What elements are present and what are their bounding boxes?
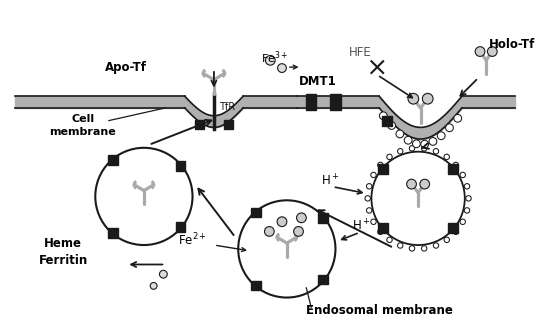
Text: Endosomal membrane: Endosomal membrane [306, 304, 453, 317]
Circle shape [421, 140, 429, 148]
Circle shape [296, 213, 306, 223]
Bar [108, 228, 118, 238]
Text: Holo-Tf: Holo-Tf [489, 38, 535, 51]
Circle shape [487, 47, 497, 56]
Circle shape [464, 184, 470, 189]
Bar [448, 164, 458, 174]
Circle shape [444, 154, 449, 160]
Circle shape [264, 227, 274, 236]
Circle shape [294, 227, 304, 236]
Text: DMT1: DMT1 [299, 75, 337, 89]
Text: TfR: TfR [219, 102, 235, 112]
Circle shape [429, 137, 437, 145]
Circle shape [475, 47, 485, 56]
Circle shape [397, 243, 403, 248]
Text: Cell
membrane: Cell membrane [49, 114, 116, 137]
Circle shape [404, 136, 412, 144]
Circle shape [444, 237, 449, 242]
Bar [251, 280, 261, 290]
Circle shape [406, 179, 416, 189]
Circle shape [95, 148, 192, 245]
Circle shape [453, 162, 459, 168]
Bar [319, 213, 328, 223]
Text: Fe$^{3+}$: Fe$^{3+}$ [261, 50, 289, 66]
Circle shape [420, 179, 430, 189]
Circle shape [278, 64, 286, 72]
Bar [176, 161, 185, 171]
Text: Fe$^{2+}$: Fe$^{2+}$ [178, 232, 207, 249]
Text: Apo-Tf: Apo-Tf [105, 61, 147, 74]
Circle shape [454, 114, 462, 122]
Circle shape [365, 196, 370, 201]
Circle shape [366, 184, 372, 189]
Circle shape [277, 217, 287, 227]
Text: Heme
Ferritin: Heme Ferritin [38, 237, 88, 267]
Circle shape [387, 154, 392, 160]
Bar [108, 155, 118, 165]
Circle shape [238, 200, 335, 298]
Text: HFE: HFE [349, 46, 371, 59]
Circle shape [396, 130, 404, 138]
Circle shape [388, 122, 396, 129]
Circle shape [464, 208, 470, 213]
Circle shape [371, 152, 465, 245]
Circle shape [366, 208, 372, 213]
Circle shape [159, 270, 167, 278]
Bar [330, 94, 341, 110]
Bar [319, 275, 328, 284]
Circle shape [378, 162, 383, 168]
Circle shape [433, 148, 438, 154]
Circle shape [422, 93, 433, 104]
Circle shape [379, 112, 387, 120]
Bar [224, 120, 233, 129]
Bar [378, 223, 388, 232]
Circle shape [408, 93, 419, 104]
Bar [382, 116, 392, 126]
Circle shape [460, 219, 466, 224]
Circle shape [371, 172, 376, 178]
Bar [195, 120, 204, 129]
Circle shape [409, 246, 415, 251]
Bar [448, 223, 458, 232]
Circle shape [150, 282, 157, 289]
Circle shape [437, 132, 445, 140]
Circle shape [397, 148, 403, 154]
Text: H$^+$: H$^+$ [321, 173, 340, 188]
Text: H$^+$: H$^+$ [352, 218, 371, 233]
Bar [306, 94, 317, 110]
Circle shape [266, 55, 275, 65]
Circle shape [446, 124, 453, 132]
Circle shape [378, 229, 383, 234]
Circle shape [460, 172, 466, 178]
Circle shape [422, 146, 427, 151]
Bar [378, 164, 388, 174]
Bar [176, 222, 185, 232]
Circle shape [433, 243, 438, 248]
Circle shape [371, 219, 376, 224]
Circle shape [453, 229, 459, 234]
Circle shape [466, 196, 471, 201]
Bar [251, 208, 261, 217]
Circle shape [422, 246, 427, 251]
Circle shape [387, 237, 392, 242]
Circle shape [412, 140, 420, 148]
Circle shape [409, 146, 415, 151]
